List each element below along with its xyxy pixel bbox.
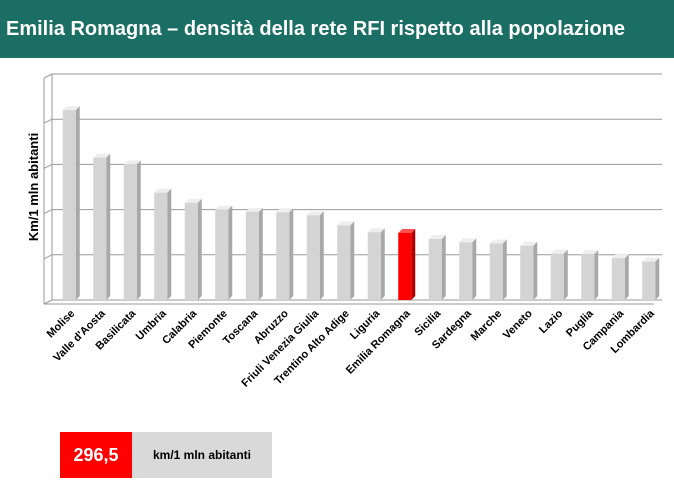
bar-side: [75, 106, 80, 300]
legend-value: 296,5: [60, 432, 132, 478]
bar-side: [594, 250, 599, 300]
bar-side: [319, 211, 324, 300]
bar-side: [289, 208, 294, 300]
page-title: Emilia Romagna – densità della rete RFI …: [0, 0, 674, 58]
bar-side: [197, 198, 202, 300]
bar-top: [245, 207, 263, 212]
bar-top: [398, 228, 416, 233]
bar-side: [350, 221, 355, 300]
y-tick: [43, 73, 53, 79]
x-tick-label: Veneto: [501, 307, 535, 341]
bar: [123, 164, 137, 300]
bar-side: [655, 257, 660, 300]
bar-top: [550, 249, 568, 254]
bar-top: [367, 228, 385, 233]
bar: [489, 243, 503, 300]
y-tick: [43, 254, 53, 260]
bar-top: [459, 238, 477, 243]
bar-top: [215, 205, 233, 210]
bar-top: [581, 250, 599, 255]
bar-side: [228, 205, 233, 300]
y-axis-label: Km/1 mln abitanti: [26, 133, 41, 241]
bar-side: [106, 153, 111, 300]
bar-side: [167, 188, 172, 300]
bar-top: [489, 239, 507, 244]
bar-side: [380, 228, 385, 300]
bar-top: [428, 234, 446, 239]
bar-side: [472, 238, 477, 300]
y-tick: [43, 118, 53, 124]
bar-side: [624, 254, 629, 300]
bar: [520, 245, 534, 300]
bar: [642, 261, 656, 300]
bar-side: [136, 160, 141, 300]
y-tick: [43, 163, 53, 169]
y-tick: [43, 209, 53, 215]
bar-top: [276, 208, 294, 213]
bar-side: [502, 239, 507, 300]
bar-top: [337, 221, 355, 226]
y-tick: [43, 299, 53, 305]
x-tick-label: Lazio: [537, 307, 566, 336]
bar-side: [258, 207, 263, 300]
bar: [154, 192, 168, 300]
bar-top: [306, 211, 324, 216]
bar: [459, 242, 473, 300]
bar: [215, 209, 229, 300]
x-tick-label: Marche: [469, 308, 505, 344]
bar-side: [411, 228, 416, 300]
bar-top: [611, 254, 629, 259]
bar: [337, 225, 351, 300]
bar: [367, 232, 381, 300]
legend-unit: km/1 mln abitanti: [132, 432, 272, 478]
bar-top: [123, 160, 141, 165]
bar-top: [520, 241, 538, 246]
bar-top: [184, 198, 202, 203]
bar: [398, 232, 412, 300]
bar: [245, 211, 259, 300]
bar-side: [563, 249, 568, 300]
bar-top: [62, 106, 80, 111]
bar-top: [154, 188, 172, 193]
bar: [611, 258, 625, 300]
bar: [306, 215, 320, 300]
bar: [276, 212, 290, 300]
bar: [550, 253, 564, 300]
bar: [428, 238, 442, 300]
bar-side: [533, 241, 538, 300]
bar: [581, 254, 595, 300]
bar-top: [93, 153, 111, 158]
bar: [62, 110, 76, 300]
bar-top: [642, 257, 660, 262]
bar: [184, 202, 198, 300]
bar-side: [441, 234, 446, 300]
bar: [93, 157, 107, 300]
